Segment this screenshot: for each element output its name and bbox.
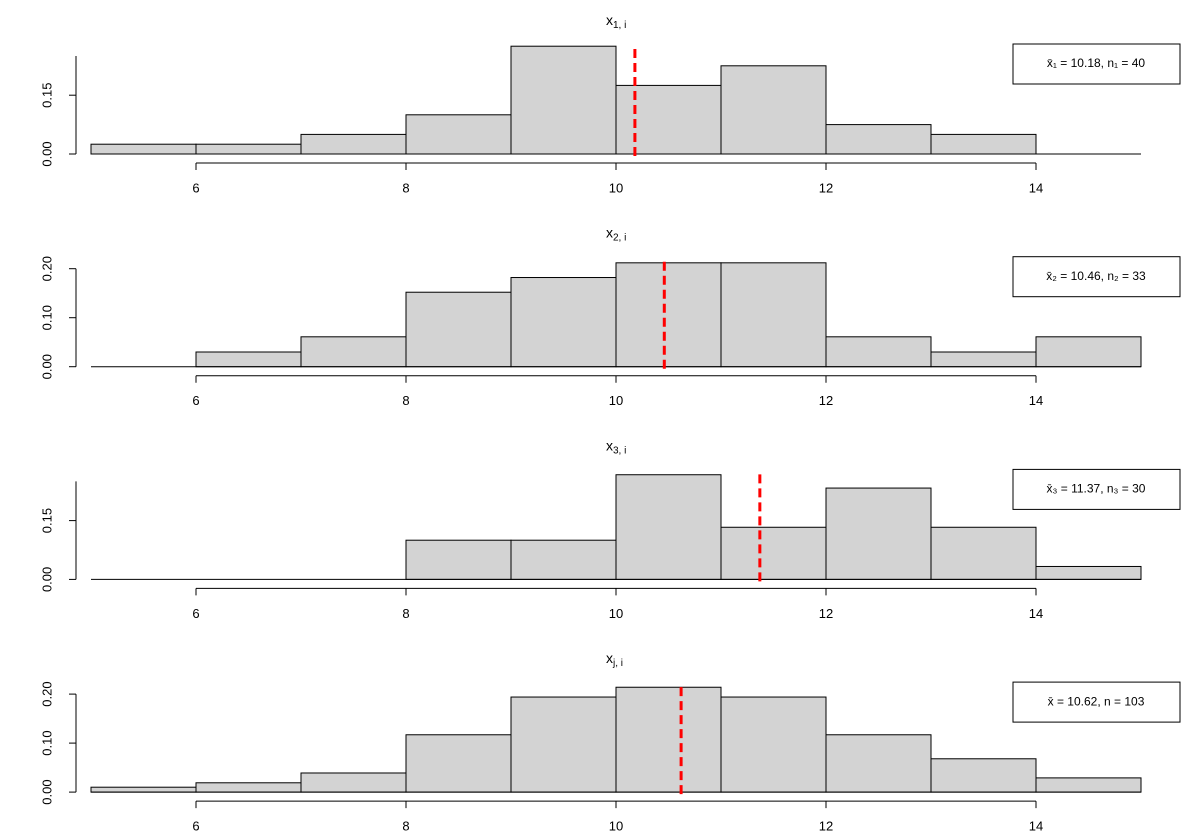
bar <box>825 124 932 155</box>
bar <box>510 277 617 368</box>
legend-box <box>1012 468 1181 510</box>
title-subscript: 2, i <box>613 232 626 243</box>
legend-box <box>1012 681 1181 723</box>
title-subscript: 3, i <box>613 445 626 456</box>
x-tick-label: 6 <box>192 393 199 408</box>
x-tick-label: 12 <box>819 819 833 831</box>
bar <box>615 84 722 155</box>
x-tick-label: 14 <box>1029 606 1043 621</box>
x-tick-label: 12 <box>819 393 833 408</box>
y-tick-label: 0.20 <box>39 256 54 281</box>
title-main: x <box>606 437 613 453</box>
panel-title: x3, i <box>606 437 626 456</box>
legend-box <box>1012 43 1181 85</box>
panel-title: x1, i <box>606 12 626 31</box>
bar <box>615 686 722 793</box>
bar <box>720 696 827 793</box>
x-tick-label: 12 <box>819 180 833 195</box>
bar <box>825 734 932 793</box>
y-tick-label: 0.10 <box>39 305 54 330</box>
bar <box>510 45 617 155</box>
bar <box>615 262 722 368</box>
bar <box>195 782 302 793</box>
legend-label: x̄₂ = 10.46, n₂ = 33 <box>1046 269 1146 283</box>
x-tick-label: 12 <box>819 606 833 621</box>
bar <box>300 133 407 155</box>
bar <box>300 336 407 368</box>
bar <box>825 487 932 580</box>
title-main: x <box>606 224 613 240</box>
bar <box>405 114 512 155</box>
x-tick-label: 8 <box>402 393 409 408</box>
x-tick-label: 14 <box>1029 180 1043 195</box>
bar <box>405 539 512 580</box>
y-tick-label: 0.00 <box>39 354 54 379</box>
bar <box>615 474 722 580</box>
bar <box>720 526 827 580</box>
x-tick-label: 14 <box>1029 393 1043 408</box>
x-tick-label: 6 <box>192 819 199 831</box>
bar <box>90 786 197 793</box>
bar <box>825 336 932 368</box>
y-tick-label: 0.20 <box>39 681 54 706</box>
x-tick-label: 14 <box>1029 819 1043 831</box>
x-tick-label: 10 <box>609 180 623 195</box>
y-tick-label: 0.10 <box>39 730 54 755</box>
title-main: x <box>606 650 613 666</box>
x-tick-label: 10 <box>609 393 623 408</box>
y-tick-label: 0.15 <box>39 508 54 533</box>
y-tick-label: 0.00 <box>39 567 54 592</box>
title-subscript: 1, i <box>613 20 626 31</box>
bar <box>1035 777 1142 793</box>
bar <box>510 696 617 793</box>
bar <box>300 772 407 793</box>
y-tick-label: 0.15 <box>39 83 54 108</box>
legend-label: x̄₃ = 11.37, n₃ = 30 <box>1047 482 1146 496</box>
bar <box>930 526 1037 580</box>
x-tick-label: 10 <box>609 606 623 621</box>
legend-label: x̄ = 10.62, n = 103 <box>1048 694 1145 708</box>
x-tick-label: 8 <box>402 180 409 195</box>
y-tick-label: 0.00 <box>39 779 54 804</box>
panel-title: x2, i <box>606 224 626 243</box>
x-tick-label: 10 <box>609 819 623 831</box>
x-tick-label: 6 <box>192 606 199 621</box>
bar <box>405 291 512 368</box>
legend-label: x̄₁ = 10.18, n₁ = 40 <box>1047 56 1145 70</box>
bar <box>195 143 302 155</box>
legend-box <box>1012 256 1181 298</box>
bar <box>1035 565 1142 580</box>
bar <box>930 133 1037 155</box>
bar <box>1035 336 1142 368</box>
title-subscript: j, i <box>612 658 623 669</box>
bar <box>930 351 1037 368</box>
bar <box>720 65 827 155</box>
bar <box>510 539 617 580</box>
bar <box>90 143 197 155</box>
bar <box>405 734 512 793</box>
x-tick-label: 6 <box>192 180 199 195</box>
bar <box>720 262 827 368</box>
x-tick-label: 8 <box>402 606 409 621</box>
bar <box>930 758 1037 793</box>
y-tick-label: 0.00 <box>39 141 54 166</box>
x-tick-label: 8 <box>402 819 409 831</box>
title-main: x <box>606 12 613 28</box>
panel-title: xj, i <box>606 650 623 669</box>
bar <box>195 351 302 368</box>
